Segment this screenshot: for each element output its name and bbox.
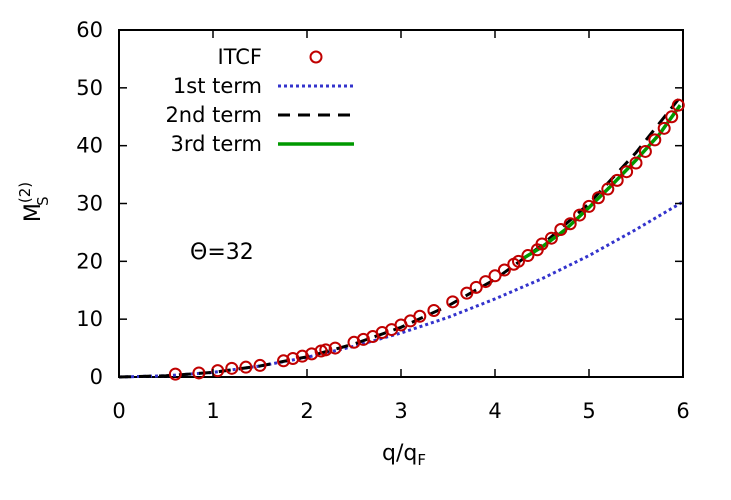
x-tick-label: 2 (300, 399, 313, 423)
x-tick-label: 1 (206, 399, 219, 423)
y-axis-label-main: M (21, 203, 46, 222)
series-layer (118, 92, 685, 381)
legend-label: 3rd term (170, 132, 262, 156)
y-tick-label: 20 (76, 249, 103, 273)
y-tick-label: 40 (76, 134, 103, 158)
data-point-marker (168, 367, 182, 381)
data-point-marker (610, 173, 624, 187)
x-axis-label-subscript: F (417, 451, 426, 469)
data-point-marker (620, 165, 634, 179)
theta-annotation: Θ=32 (190, 240, 254, 265)
data-point-marker (554, 223, 568, 237)
data-point-marker (319, 343, 333, 357)
data-point-marker (479, 275, 493, 289)
data-point-marker (563, 217, 577, 231)
data-point-marker (573, 208, 587, 222)
y-tick-label: 30 (76, 192, 103, 216)
data-point-marker (211, 364, 225, 378)
data-point-marker (488, 269, 502, 283)
data-point-marker (512, 254, 525, 268)
data-point-marker (521, 249, 535, 263)
data-point-marker (497, 263, 511, 277)
data-point-marker (638, 144, 652, 158)
data-point-marker (601, 182, 615, 196)
data-point-marker (225, 361, 239, 375)
data-point-marker (665, 110, 679, 124)
y-axis-label-superscript: (2) (16, 182, 34, 203)
x-tick-label: 5 (582, 399, 595, 423)
x-tick-label: 3 (394, 399, 407, 423)
y-tick-label: 50 (76, 76, 103, 100)
y-tick-label: 60 (76, 18, 103, 42)
x-tick-label: 6 (676, 399, 689, 423)
data-point-marker (192, 366, 206, 380)
data-point-marker (591, 191, 605, 205)
data-point-marker (427, 303, 441, 317)
x-tick-label: 4 (488, 399, 501, 423)
y-axis-label-subscript: S (34, 196, 52, 206)
data-point-marker (671, 98, 685, 112)
data-point-marker (648, 133, 662, 147)
legend-label: ITCF (217, 45, 262, 69)
svg-text:M(2)S: M(2)S (16, 182, 52, 222)
data-point-marker (582, 199, 596, 213)
data-point-marker (413, 309, 427, 323)
y-axis-label: M(2)S (16, 182, 52, 222)
data-point-marker (253, 358, 267, 372)
data-point-marker (328, 341, 342, 355)
data-point-marker (239, 360, 253, 374)
y-tick-label: 10 (76, 307, 103, 331)
x-axis-label: q/qF (382, 441, 426, 469)
data-point-marker (446, 295, 460, 309)
legend-label: 2nd term (165, 103, 262, 127)
data-point-marker (460, 286, 474, 300)
y-tick-label: 0 (90, 365, 103, 389)
data-point-marker (469, 280, 483, 294)
data-point-marker (657, 121, 671, 135)
legend: ITCF 1st term 2nd term 3rd term (165, 45, 354, 156)
series-line-2nd-term (118, 92, 685, 379)
data-point-marker (535, 237, 549, 251)
data-point-marker (629, 156, 643, 170)
series-line-3rd-term (522, 104, 682, 260)
x-tick-label: 0 (112, 399, 125, 423)
data-point-marker (544, 231, 558, 245)
legend-label: 1st term (173, 74, 262, 98)
series-line-1st-term (118, 200, 684, 379)
legend-swatch-marker (309, 50, 323, 64)
